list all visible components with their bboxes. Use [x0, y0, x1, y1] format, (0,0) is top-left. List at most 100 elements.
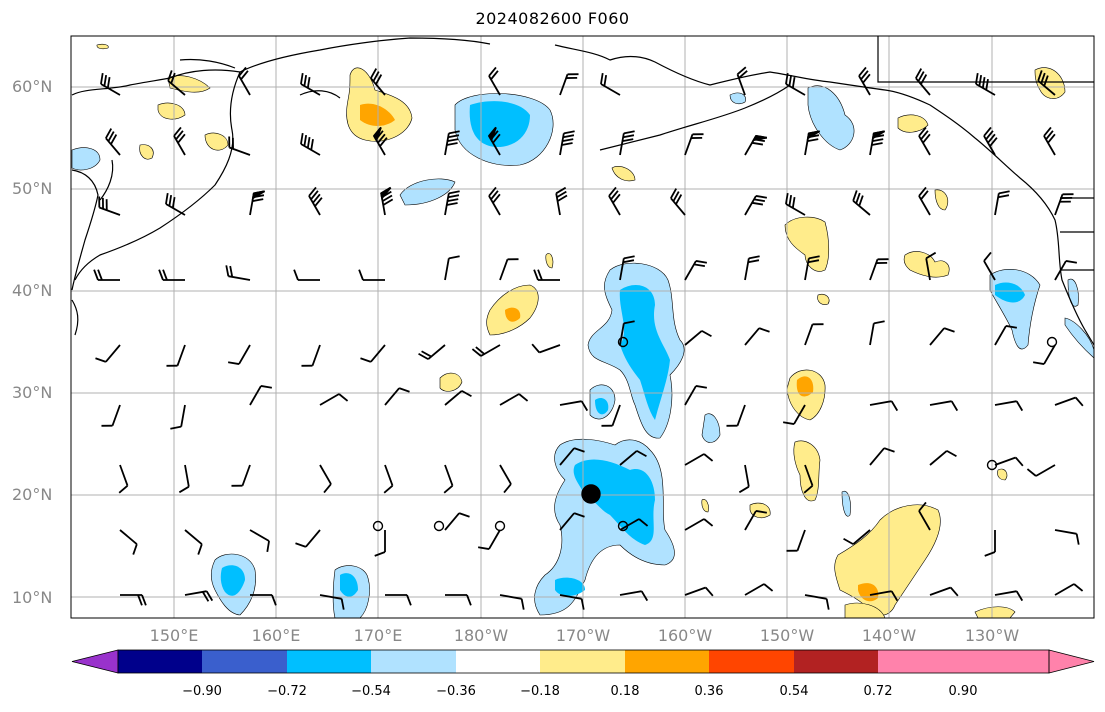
- wind-barb-shaft: [1035, 464, 1056, 477]
- wind-barb-feather: [563, 130, 575, 135]
- wind-barb-feather: [1047, 133, 1056, 144]
- wind-barb-feather: [374, 551, 386, 557]
- lon-label-150e: 150°E: [149, 626, 199, 645]
- wind-barb-feather: [178, 485, 190, 494]
- wind-barb-feather: [675, 194, 683, 205]
- wind-barb-feather: [443, 484, 454, 494]
- wind-barb-feather: [227, 361, 240, 365]
- wind-barb-feather: [622, 259, 635, 264]
- station-markers: [372, 336, 1058, 532]
- wind-barb-feather: [447, 198, 459, 203]
- wind-barb-feather: [755, 510, 768, 514]
- wind-barb-feather: [372, 71, 380, 82]
- wind-barb-feather: [293, 269, 299, 281]
- wind-barb-shaft: [499, 594, 522, 600]
- wind-barb-feather: [807, 259, 820, 264]
- wind-barb-feather: [975, 72, 979, 85]
- colorbar-label: −0.36: [436, 684, 476, 699]
- wind-barb-feather: [638, 518, 649, 527]
- colorbar-label: 0.36: [694, 684, 724, 699]
- wind-barb-shaft: [499, 259, 509, 281]
- wind-barb-feather: [753, 198, 766, 203]
- wind-barb-feather: [1065, 260, 1078, 264]
- wind-barb-feather: [421, 350, 432, 358]
- wind-barb-shaft: [184, 464, 190, 487]
- wind-barb-feather: [173, 126, 182, 137]
- wind-barb-shaft: [684, 385, 697, 406]
- wind-barb-feather: [852, 190, 858, 202]
- wind-barb-feather: [860, 70, 869, 80]
- wind-barb-shaft: [184, 529, 203, 545]
- wind-barb-feather: [610, 190, 619, 200]
- colorbar-label: −0.54: [351, 684, 391, 699]
- colorbar-segment: [371, 650, 456, 673]
- colorbar-segment: [794, 650, 878, 673]
- wind-barb-feather: [1005, 325, 1018, 329]
- wind-barb-feather: [446, 202, 458, 206]
- wind-barb-feather: [418, 352, 429, 360]
- lon-label-180w: 180°W: [453, 626, 509, 645]
- wind-barb-feather: [555, 186, 567, 195]
- colorbar-segment: [202, 650, 287, 673]
- wind-barb-shaft: [1054, 529, 1077, 535]
- wind-barb-feather: [1026, 468, 1037, 477]
- wind-barb-feather: [785, 72, 789, 85]
- wind-barb-feather: [573, 447, 585, 453]
- wind-barb-feather: [788, 194, 793, 207]
- wind-barb-shaft: [249, 385, 262, 406]
- wind-barb-shaft: [869, 400, 892, 406]
- wind-barb-feather: [238, 66, 247, 77]
- wind-barb-shaft: [804, 464, 814, 486]
- wind-barb-feather: [197, 543, 203, 555]
- wind-barb-feather: [825, 598, 830, 610]
- wind-barb-shaft: [619, 590, 642, 596]
- wind-barb-shaft: [619, 450, 638, 466]
- wind-barb-feather: [93, 269, 99, 281]
- wind-barb-feather: [949, 586, 959, 597]
- wind-barb-feather: [862, 73, 871, 84]
- wind-barb-shaft: [611, 404, 621, 426]
- wind-barb-feather: [448, 255, 460, 260]
- wind-barb-flag: [806, 130, 821, 140]
- wind-barb-shaft: [929, 327, 945, 346]
- wind-barb-shaft: [994, 456, 1016, 466]
- wind-barb-feather: [917, 71, 925, 82]
- wind-barb-feather: [983, 126, 992, 137]
- wind-barb-feather: [561, 142, 573, 146]
- wind-barb-feather: [1032, 361, 1045, 365]
- calm-wind-circle: [1046, 336, 1058, 348]
- wind-barb-feather: [308, 186, 317, 197]
- wind-barb-feather: [137, 594, 143, 606]
- wind-barb-feather: [946, 450, 957, 458]
- wind-barb-shaft: [499, 464, 512, 485]
- wind-barb-feather: [1045, 130, 1054, 140]
- lat-label-30n: 30°N: [12, 383, 53, 402]
- wind-barb-shaft: [319, 594, 342, 600]
- wind-barb-shaft: [488, 529, 501, 550]
- wind-barb-flag: [487, 126, 497, 143]
- wind-barb-shaft: [869, 590, 892, 596]
- wind-barb-feather: [488, 66, 497, 77]
- lat-label-60n: 60°N: [12, 77, 53, 96]
- wind-barb-shaft: [869, 447, 885, 466]
- wind-barb-feather: [503, 483, 512, 494]
- wind-barb-feather: [608, 186, 617, 197]
- wind-barb-feather: [1074, 396, 1084, 407]
- colorbar-segment: [540, 650, 625, 673]
- wind-barb-shaft: [311, 344, 321, 366]
- wind-barb-feather: [266, 540, 270, 553]
- wind-barb-shaft: [105, 344, 121, 363]
- wind-barb-feather: [175, 130, 184, 140]
- wind-barb-feather: [448, 190, 460, 195]
- wind-barb-shaft: [994, 590, 1017, 596]
- wind-barb-shaft: [804, 594, 827, 600]
- lat-label-10n: 10°N: [12, 588, 53, 607]
- wind-barb-feather: [738, 70, 748, 79]
- colorbar-segment: [709, 650, 794, 673]
- wind-barb-feather: [791, 196, 796, 209]
- wind-barb-feather: [379, 137, 388, 147]
- wind-barb-feather: [925, 251, 937, 260]
- wind-barb-feather: [640, 590, 649, 602]
- wind-barb-feather: [603, 74, 608, 87]
- wind-barb-shaft: [319, 464, 332, 485]
